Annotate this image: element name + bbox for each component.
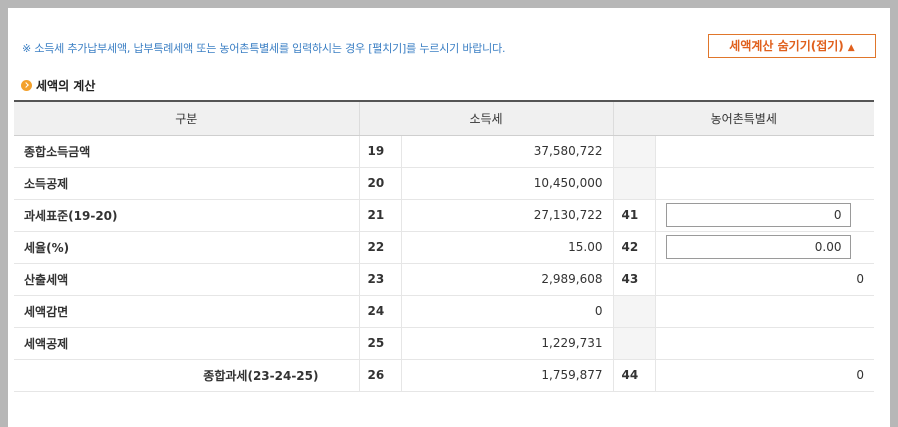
row-code: 19 [358,135,401,168]
table-row: 세액공제 25 1,229,731 [14,327,874,360]
tax-calculation-table: 구분 소득세 농어촌특별세 종합소득금액 19 37,580,722 소득공제 … [14,100,874,392]
rural-value-cell: 0 [654,199,874,232]
rural-code: 42 [612,231,655,264]
income-tax-value: 1,229,731 [400,327,613,360]
table-row: 세액감면 24 0 [14,295,874,328]
rural-value: 0 [654,263,874,296]
row-code: 26 [358,359,401,392]
header-rural-tax: 농어촌특별세 [612,100,874,136]
rural-value-empty [654,327,874,360]
table-row: 종합과세(23-24-25) 26 1,759,877 44 0 [14,359,874,392]
row-label: 과세표준(19-20) [14,199,359,232]
row-label: 세율(%) [14,231,359,264]
table-row: 소득공제 20 10,450,000 [14,167,874,200]
income-tax-value: 1,759,877 [400,359,613,392]
income-tax-value: 2,989,608 [400,263,613,296]
row-label: 세액공제 [14,327,359,360]
table-row: 산출세액 23 2,989,608 43 0 [14,263,874,296]
rural-code-empty [612,135,655,168]
income-tax-value: 27,130,722 [400,199,613,232]
rural-code-empty [612,295,655,328]
rural-value: 0 [654,359,874,392]
rural-value-empty [654,135,874,168]
row-label: 소득공제 [14,167,359,200]
row-label: 종합소득금액 [14,135,359,168]
row-label: 종합과세(23-24-25) [14,359,359,392]
rural-value-empty [654,167,874,200]
rural-value-cell: 0.00 [654,231,874,264]
expand-notice: ※ 소득세 추가납부세액, 납부특례세액 또는 농어촌특별세를 입력하시는 경우… [22,42,506,55]
row-code: 20 [358,167,401,200]
rural-tax-base-input[interactable]: 0 [665,203,851,227]
section-title: 세액의 계산 [21,76,95,94]
row-code: 21 [358,199,401,232]
rural-code: 44 [612,359,655,392]
caret-up-icon: ▲ [847,43,855,53]
table-row: 세율(%) 22 15.00 42 0.00 [14,231,874,264]
income-tax-value: 0 [400,295,613,328]
rural-tax-rate-input[interactable]: 0.00 [665,235,851,259]
row-code: 24 [358,295,401,328]
rural-code-empty [612,327,655,360]
rural-code: 43 [612,263,655,296]
hide-tax-calculation-button[interactable]: 세액계산 숨기기(접기) ▲ [708,34,876,58]
table-header-row: 구분 소득세 농어촌특별세 [14,100,874,136]
circle-arrow-bullet-icon [21,79,32,91]
header-income-tax: 소득세 [358,100,613,136]
row-label: 산출세액 [14,263,359,296]
income-tax-value: 37,580,722 [400,135,613,168]
rural-value-empty [654,295,874,328]
row-code: 23 [358,263,401,296]
row-code: 25 [358,327,401,360]
rural-code-empty [612,167,655,200]
toggle-button-label: 세액계산 숨기기(접기) [729,39,844,53]
table-row: 과세표준(19-20) 21 27,130,722 41 0 [14,199,874,232]
rural-code: 41 [612,199,655,232]
table-row: 종합소득금액 19 37,580,722 [14,135,874,168]
row-label: 세액감면 [14,295,359,328]
row-code: 22 [358,231,401,264]
header-category: 구분 [14,100,359,136]
section-title-text: 세액의 계산 [36,78,96,93]
income-tax-value: 10,450,000 [400,167,613,200]
income-tax-value: 15.00 [400,231,613,264]
